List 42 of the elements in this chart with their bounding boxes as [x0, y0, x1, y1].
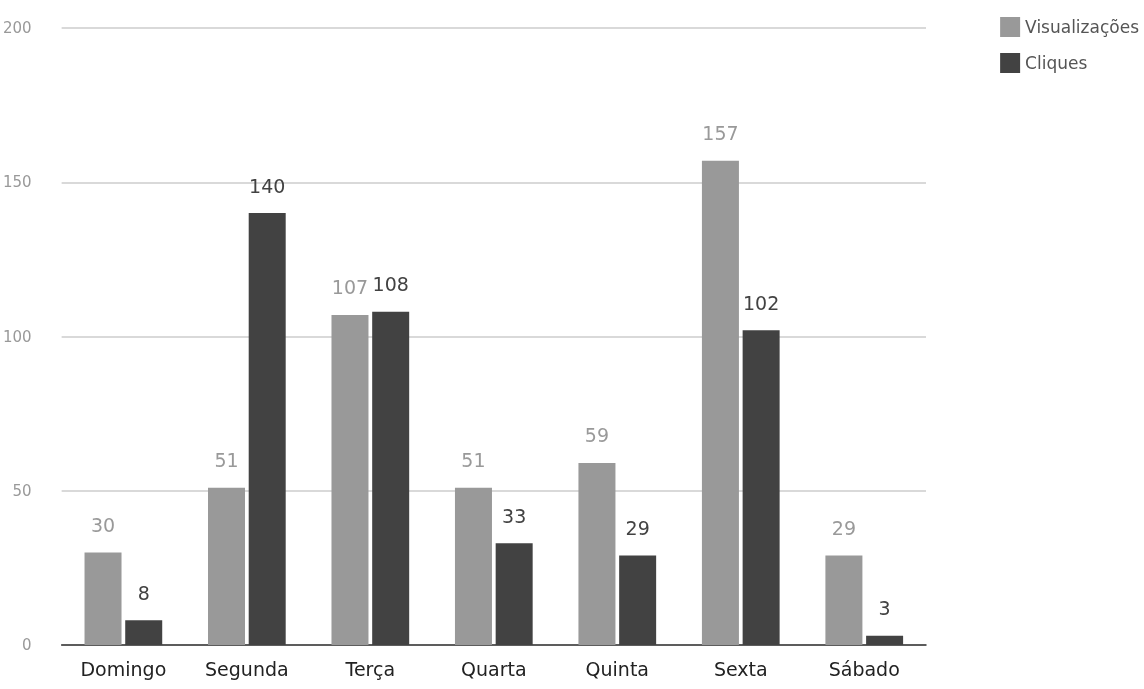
- bar: [372, 311, 410, 645]
- data-label: 51: [214, 449, 239, 472]
- data-label: 29: [831, 517, 856, 540]
- y-tick-label: 50: [12, 481, 32, 500]
- y-tick-label: 0: [22, 636, 32, 654]
- data-label: 107: [331, 276, 369, 299]
- bar: [454, 487, 492, 645]
- bar: [866, 635, 904, 645]
- x-tick-label: Segunda: [205, 657, 289, 680]
- data-label: 51: [461, 449, 486, 472]
- bar: [701, 160, 739, 645]
- data-label: 108: [372, 273, 409, 296]
- bar: [84, 552, 122, 645]
- bar: [125, 620, 163, 645]
- bar: [578, 462, 616, 645]
- data-label: 8: [137, 581, 150, 604]
- bar: [208, 487, 245, 645]
- x-tick-label: Sexta: [713, 657, 768, 680]
- legend-label: Visualizações: [1025, 17, 1140, 37]
- x-tick-label: Terça: [344, 657, 396, 680]
- bar: [619, 555, 657, 645]
- data-label: 33: [502, 504, 527, 527]
- x-tick-label: Quarta: [461, 657, 527, 680]
- x-tick-label: Quinta: [585, 657, 650, 680]
- bar: [742, 330, 780, 645]
- x-tick-label: Sábado: [828, 657, 900, 680]
- y-tick-label: 200: [2, 19, 32, 37]
- data-label: 30: [90, 513, 116, 536]
- x-tick-label: Domingo: [80, 657, 167, 680]
- data-label: 102: [743, 291, 780, 314]
- y-tick-label: 150: [2, 173, 32, 192]
- data-label: 3: [878, 597, 891, 620]
- bar: [331, 314, 369, 645]
- legend-label: Cliques: [1025, 53, 1088, 73]
- bar: [248, 213, 286, 645]
- data-label: 140: [249, 174, 286, 197]
- bar: [825, 555, 863, 645]
- data-label: 59: [584, 424, 610, 447]
- data-label: 29: [625, 517, 650, 540]
- data-label: 157: [702, 122, 739, 145]
- bar: [495, 543, 533, 645]
- y-tick-label: 100: [2, 327, 32, 346]
